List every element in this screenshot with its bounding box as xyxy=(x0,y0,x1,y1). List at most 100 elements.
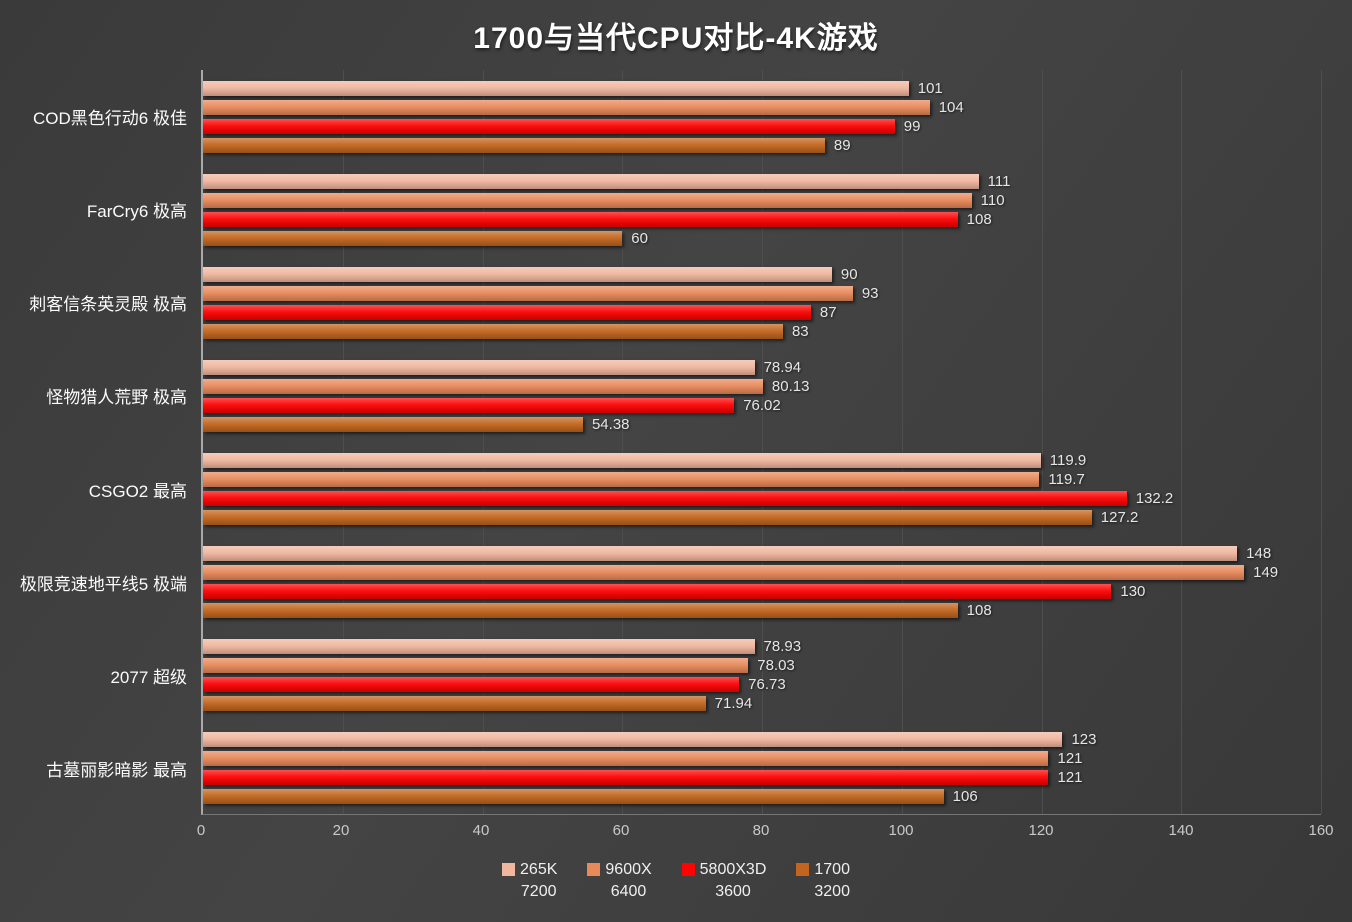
gridline-60 xyxy=(622,70,624,814)
value-label: 111 xyxy=(987,172,1011,190)
bar-line: 80.13 xyxy=(203,377,1321,396)
legend-item-1700: 1700 3200 xyxy=(796,859,850,903)
bar-9600x xyxy=(203,471,1040,487)
bar-line: 71.94 xyxy=(203,694,1321,713)
value-label: 93 xyxy=(861,284,879,302)
bar-9600x xyxy=(203,657,749,673)
bar-line: 108 xyxy=(203,210,1321,229)
bar-265k xyxy=(203,80,909,96)
value-label: 132.2 xyxy=(1135,489,1174,507)
value-label: 149 xyxy=(1253,563,1279,581)
value-label: 110 xyxy=(980,191,1005,209)
x-tick-label: 160 xyxy=(1308,822,1334,839)
gridline-160 xyxy=(1321,70,1322,814)
value-label: 87 xyxy=(819,303,837,321)
x-tick-label: 0 xyxy=(196,822,206,839)
value-label: 76.02 xyxy=(743,396,781,414)
bar-line: 83 xyxy=(203,322,1321,341)
legend-series-name: 265K xyxy=(520,861,558,878)
value-label: 106 xyxy=(952,787,978,805)
bar-line: 93 xyxy=(203,284,1321,303)
bar-9600x xyxy=(203,192,972,208)
bar-line: 90 xyxy=(203,265,1321,284)
legend-text: 5800X3D 3600 xyxy=(700,859,767,903)
legend-text: 1700 3200 xyxy=(814,859,850,903)
bar-1700 xyxy=(203,602,958,618)
value-label: 89 xyxy=(833,136,851,154)
legend: 265K 7200 9600X 6400 5800X3D 3600 1700 3200 xyxy=(0,847,1352,922)
value-label: 108 xyxy=(966,601,992,619)
category-label: FarCry6 极高 xyxy=(86,202,187,222)
value-label: 99 xyxy=(903,117,921,135)
value-label: 60 xyxy=(631,229,648,247)
category-label: CSGO2 最高 xyxy=(88,481,187,501)
bar-group: 119.9 119.7 132.2 127.2 xyxy=(203,442,1321,535)
value-label: 148 xyxy=(1246,544,1272,562)
value-label: 101 xyxy=(917,79,943,97)
bar-line: 78.93 xyxy=(203,637,1321,656)
legend-swatch-icon xyxy=(587,863,601,876)
category-label: 怪物猎人荒野 极高 xyxy=(46,388,187,408)
bar-group: 78.94 80.13 76.02 54.38 xyxy=(203,349,1321,442)
legend-text: 265K 7200 xyxy=(520,859,557,903)
value-label: 90 xyxy=(840,265,858,283)
bar-5800x3d xyxy=(203,118,895,134)
x-tick-label: 80 xyxy=(752,822,770,839)
chart-header: 1700与当代CPU对比-4K游戏 xyxy=(0,0,1352,70)
bar-9600x xyxy=(203,564,1245,580)
bar-265k xyxy=(203,638,755,654)
value-label: 127.2 xyxy=(1100,508,1139,526)
x-axis-row: 0 20 40 60 80 100 120 140 160 xyxy=(0,815,1352,847)
category-label: 2077 超级 xyxy=(110,667,187,687)
bar-1700 xyxy=(203,695,706,711)
bar-line: 119.7 xyxy=(203,470,1321,489)
legend-item-9600x: 9600X 6400 xyxy=(587,859,652,903)
bar-group: 90 93 87 83 xyxy=(203,256,1321,349)
bar-5800x3d xyxy=(203,397,735,413)
bar-line: 99 xyxy=(203,117,1321,136)
x-tick-label: 60 xyxy=(612,822,630,839)
bar-group: 101 104 99 89 xyxy=(203,70,1321,163)
legend-item-265k: 265K 7200 xyxy=(502,859,557,903)
legend-memory-speed: 7200 xyxy=(520,883,557,900)
legend-item-5800x3d: 5800X3D 3600 xyxy=(681,859,767,903)
bar-265k xyxy=(203,359,755,375)
bar-line: 87 xyxy=(203,303,1321,322)
chart-title: 1700与当代CPU对比-4K游戏 xyxy=(473,22,879,55)
legend-memory-speed: 6400 xyxy=(610,883,647,900)
plot-area: 101 104 99 89 111 110 108 60 90 93 87 83 78.94 80.13 7… xyxy=(201,70,1322,815)
bar-5800x3d xyxy=(203,304,811,320)
bar-group: 123 121 121 106 xyxy=(203,721,1321,814)
bar-line: 78.94 xyxy=(203,358,1321,377)
bar-line: 121 xyxy=(203,768,1321,787)
bar-line: 76.73 xyxy=(203,675,1321,694)
category-axis: COD黑色行动6 极佳 FarCry6 极高 刺客信条英灵殿 极高 怪物猎人荒野 极高… xyxy=(0,70,201,815)
bar-line: 148 xyxy=(203,544,1321,563)
bar-line: 106 xyxy=(203,787,1321,806)
bar-line: 101 xyxy=(203,79,1321,98)
bar-group: 78.93 78.03 76.73 71.94 xyxy=(203,628,1321,721)
x-tick-label: 100 xyxy=(888,822,914,839)
value-label: 119.7 xyxy=(1048,470,1085,488)
bar-line: 121 xyxy=(203,749,1321,768)
gridline-100 xyxy=(901,70,903,814)
category-label: COD黑色行动6 极佳 xyxy=(33,109,187,129)
bar-line: 60 xyxy=(203,229,1321,248)
category-label: 古墓丽影暗影 最高 xyxy=(46,760,187,780)
legend-swatch-icon xyxy=(796,863,810,876)
bar-5800x3d xyxy=(203,583,1112,599)
gridline-120 xyxy=(1041,70,1043,814)
bar-1700 xyxy=(203,137,825,153)
bar-chart: COD黑色行动6 极佳 FarCry6 极高 刺客信条英灵殿 极高 怪物猎人荒野 极高… xyxy=(0,70,1352,815)
x-tick-label: 40 xyxy=(472,822,490,839)
bar-line: 127.2 xyxy=(203,508,1321,527)
value-label: 83 xyxy=(791,322,809,340)
bar-9600x xyxy=(203,99,930,115)
legend-swatch-icon xyxy=(681,863,695,876)
legend-text: 9600X 6400 xyxy=(605,859,651,903)
bar-line: 111 xyxy=(203,172,1321,191)
bar-5800x3d xyxy=(203,490,1127,506)
bar-1700 xyxy=(203,416,583,432)
x-tick-label: 140 xyxy=(1168,822,1194,839)
